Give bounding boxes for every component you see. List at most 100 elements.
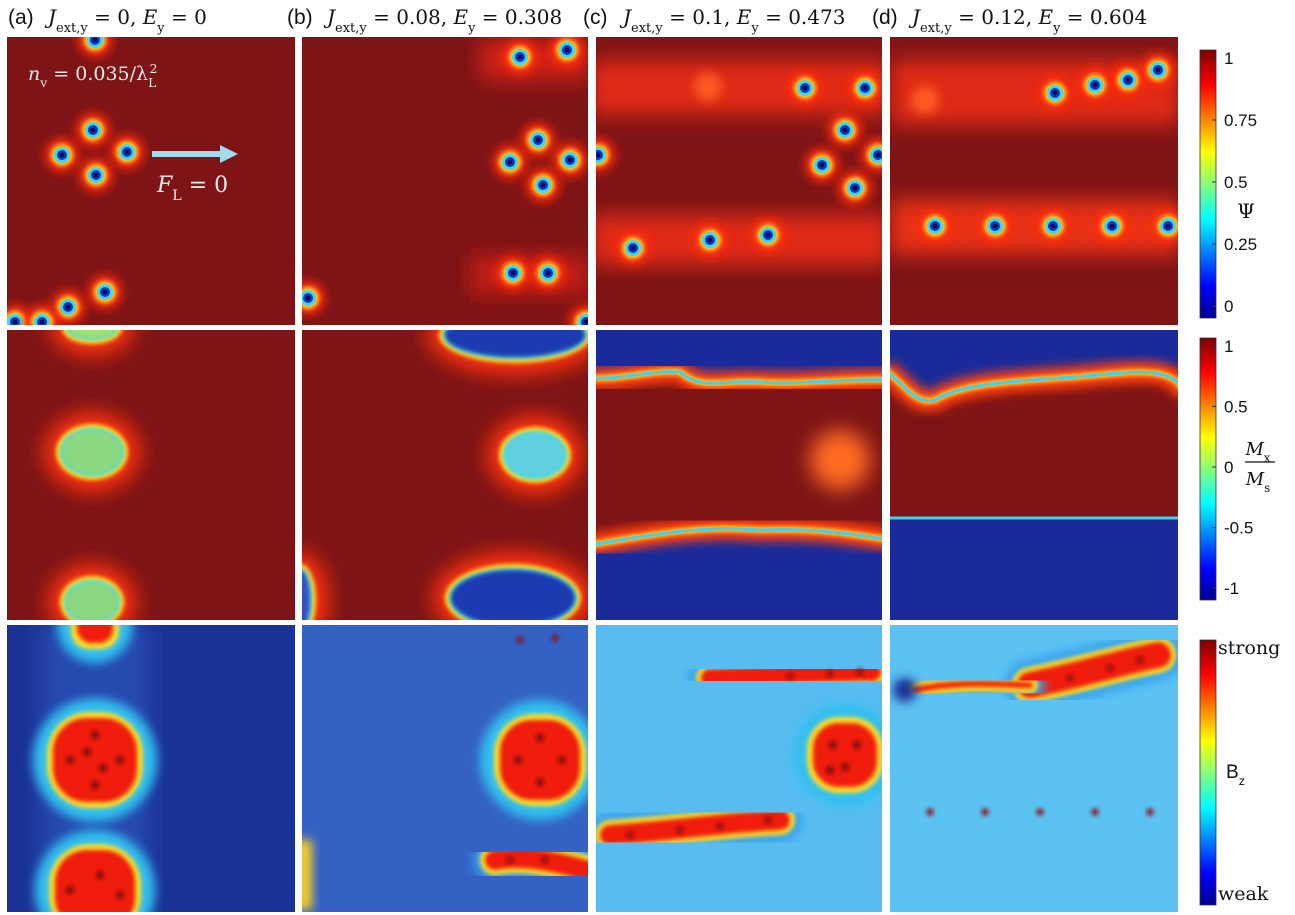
vortex-core (1125, 77, 1131, 83)
vortex-core (567, 157, 573, 163)
blob-core (445, 330, 585, 357)
colorbar (1199, 49, 1217, 319)
blob-dot (91, 781, 99, 789)
vortex-core (517, 54, 523, 60)
subscript: ext,y (920, 21, 952, 36)
heatmap-panel (890, 625, 1178, 912)
colorbar (1199, 639, 1217, 906)
blob-core (53, 718, 137, 802)
blob-dot (558, 756, 566, 764)
colorbar-tick-label: 0.5 (1224, 398, 1248, 417)
blob-core (813, 723, 877, 787)
heatmaps (7, 37, 1178, 912)
colorbar-tick-label: 1 (1224, 337, 1233, 356)
blob-core (451, 570, 575, 620)
vortex-core (564, 47, 570, 53)
colorbar-tick-label: -1 (1224, 579, 1239, 598)
heatmap-panel (302, 625, 588, 912)
streak-dot (516, 636, 524, 644)
streak-dot (981, 808, 989, 816)
subscript: L (148, 76, 156, 90)
vortex-core (12, 319, 18, 325)
subscript: x (1264, 451, 1271, 465)
force-arrowhead (220, 145, 238, 163)
math-part: = 0, (88, 5, 143, 29)
blob-dot (96, 871, 104, 879)
streak-dot (626, 831, 634, 839)
heatmap-panel (596, 37, 882, 325)
math-part: n (28, 63, 40, 85)
streak-dot (1036, 808, 1044, 816)
vortex-core (93, 172, 99, 178)
dark-spot (893, 678, 917, 702)
vortex-core (1165, 223, 1171, 229)
math-text: FL = 0 (156, 173, 228, 204)
heatmap-panel (302, 330, 588, 620)
subscript: v (39, 76, 47, 90)
heatmap-panel (7, 37, 295, 325)
vortex-core (65, 304, 71, 310)
colorbar-tick-label: 1 (1224, 49, 1233, 68)
streak-dot (541, 856, 549, 864)
vortex-core (305, 295, 311, 301)
subscript: z (1239, 774, 1245, 788)
math-part: = 0.1, (663, 5, 737, 29)
streak-dot (1136, 656, 1144, 664)
vortex-core (102, 289, 108, 295)
vortex-core (124, 149, 130, 155)
vortex-core (39, 319, 45, 325)
vortex-core (1155, 67, 1161, 73)
colorbar-tick-label: 0.5 (1224, 173, 1248, 192)
heatmap-panel (7, 330, 295, 620)
math-part: = 0.308 (475, 5, 562, 29)
wall (596, 527, 882, 546)
math-part: Ψ (1237, 199, 1255, 223)
blob-dot (841, 763, 849, 771)
heatmap-panel (890, 37, 1178, 325)
colorbar (1199, 337, 1217, 601)
heatmap-panel (596, 330, 882, 620)
streak-dot (926, 808, 934, 816)
panel-label: (c) (583, 6, 608, 29)
math-part: E (1037, 5, 1053, 29)
vortex-core (596, 152, 601, 158)
math-part: = 0.08, (367, 5, 454, 29)
blob-dot (116, 756, 124, 764)
streak-dot (1066, 674, 1074, 682)
streak-dot (716, 822, 724, 830)
wall (890, 370, 1178, 403)
subscript: y (750, 21, 759, 36)
subscript: s (1264, 481, 1270, 495)
vortex-core (630, 245, 636, 251)
math-part: E (452, 5, 468, 29)
heatmap-panel (302, 37, 588, 325)
math-part: = 0.12, (952, 5, 1039, 29)
math-text: Jext,y = 0.1, Ey = 0.473 (619, 5, 845, 36)
superscript: 2 (150, 62, 158, 76)
vortex-core (540, 182, 546, 188)
vortex-core (932, 223, 938, 229)
domain (890, 518, 1178, 620)
math-part: M (1244, 439, 1264, 460)
subscript: ext,y (631, 21, 663, 36)
colorbar-tick-label: 0.25 (1224, 235, 1257, 254)
math-text: Jext,y = 0, Ey = 0 (44, 5, 207, 36)
vortex-core (583, 319, 588, 325)
colorbar-tick-label: -0.5 (1224, 519, 1253, 538)
blob-core (62, 430, 122, 474)
vortex-core (1052, 90, 1058, 96)
streak-core (912, 680, 1033, 693)
vortex-core (765, 232, 771, 238)
vortex-core (842, 127, 848, 133)
edge (302, 840, 312, 910)
subscript: y (1052, 21, 1061, 36)
subscript: ext,y (335, 21, 367, 36)
blob-dot (826, 766, 834, 774)
vortex-core (59, 152, 65, 158)
vortex-core (545, 270, 551, 276)
blob-dot (66, 886, 74, 894)
math-part: = 0 (165, 5, 207, 29)
labels: (a) Jext,y = 0, Ey = 0 (b) Jext,y = 0.08, E… (8, 5, 1280, 906)
math-part: E (736, 5, 752, 29)
